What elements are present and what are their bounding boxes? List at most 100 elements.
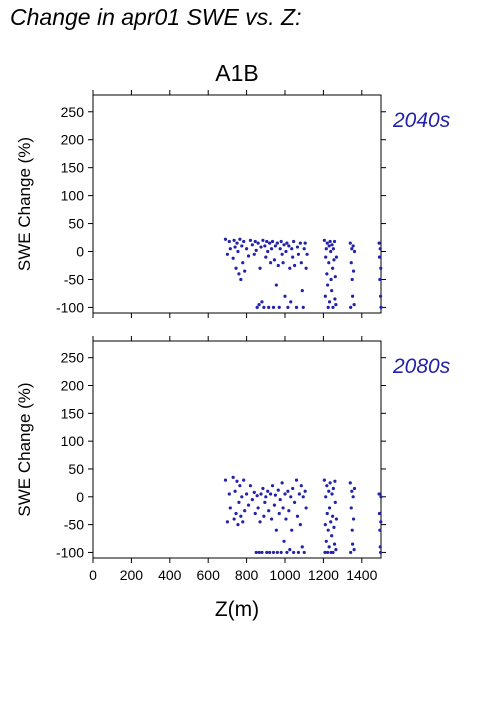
data-point [240, 495, 244, 499]
data-point [333, 275, 337, 279]
data-point [331, 514, 335, 518]
x-tick-label: 1000 [269, 567, 300, 583]
data-point [281, 506, 285, 510]
data-point [291, 255, 295, 259]
data-point [239, 277, 243, 282]
data-point [256, 241, 260, 245]
data-point [272, 258, 277, 262]
data-point [285, 241, 289, 245]
data-point [323, 550, 327, 555]
data-point [272, 503, 277, 507]
y-tick-label: 50 [68, 461, 84, 477]
data-point [242, 239, 246, 244]
data-point [327, 506, 332, 510]
data-point [303, 241, 307, 245]
data-point [268, 241, 272, 245]
data-point [377, 492, 381, 496]
data-point [264, 255, 268, 259]
y-tick-label: 150 [61, 160, 85, 176]
data-point [378, 545, 382, 549]
data-point [245, 247, 249, 251]
plot-frame [92, 94, 382, 314]
data-point [377, 255, 382, 259]
data-point [223, 237, 228, 241]
data-point [379, 266, 383, 270]
data-point [326, 550, 330, 555]
data-point [352, 249, 357, 254]
data-point [269, 261, 273, 265]
data-point [351, 495, 355, 499]
data-point [262, 514, 266, 518]
data-point [243, 509, 247, 513]
data-point [329, 249, 333, 254]
data-point [379, 305, 383, 310]
data-point [323, 523, 327, 527]
data-point [228, 506, 232, 510]
data-point [289, 495, 293, 499]
data-point [333, 297, 337, 301]
data-point [257, 303, 261, 307]
data-point [332, 542, 337, 546]
data-point [304, 506, 308, 510]
data-point [223, 478, 228, 482]
data-point [276, 488, 280, 492]
y-tick-label: -50 [64, 271, 84, 287]
y-tick-label: -100 [56, 299, 84, 315]
y-tick-label: 150 [61, 405, 85, 421]
data-point [331, 247, 335, 251]
data-point [293, 500, 297, 504]
data-point [330, 289, 334, 293]
data-point [323, 294, 327, 298]
data-point [271, 550, 276, 555]
data-point [301, 305, 305, 310]
data-point [253, 511, 257, 516]
data-point [326, 283, 330, 287]
data-point [245, 492, 249, 496]
data-point [235, 241, 239, 245]
data-point [286, 305, 290, 310]
data-point [300, 289, 304, 293]
data-point [296, 252, 301, 256]
data-point [269, 517, 274, 521]
data-point [250, 497, 254, 502]
data-point [330, 492, 334, 496]
y-tick-label: 0 [76, 489, 84, 505]
x-tick-label: 0 [89, 567, 97, 583]
data-point [302, 550, 306, 555]
data-point [246, 254, 251, 258]
data-point [334, 517, 339, 521]
data-point [232, 517, 236, 521]
y-tick-label: 0 [76, 244, 84, 260]
data-point [304, 266, 308, 270]
data-point [263, 500, 267, 504]
data-point [274, 528, 278, 532]
data-point [378, 528, 382, 532]
data-point [305, 252, 309, 256]
data-point [286, 489, 290, 493]
data-point [331, 486, 335, 491]
data-point [295, 514, 300, 518]
data-point [334, 255, 339, 259]
data-point [260, 300, 264, 304]
data-point [232, 238, 236, 242]
data-point [326, 528, 330, 532]
data-point [291, 486, 295, 491]
data-point [331, 550, 335, 555]
data-point [266, 249, 270, 254]
y-tick-label: 200 [61, 132, 85, 148]
x-tick-label: 1400 [346, 567, 377, 583]
data-point [297, 492, 301, 496]
data-point [325, 272, 329, 276]
data-point [330, 534, 334, 538]
data-point [259, 492, 263, 496]
data-point [269, 492, 273, 496]
data-point [234, 511, 238, 516]
data-point [238, 237, 242, 241]
data-point [350, 247, 354, 251]
data-point [351, 244, 355, 248]
data-point [324, 247, 328, 251]
data-point [267, 509, 271, 513]
data-point [301, 495, 305, 499]
data-point [379, 495, 383, 499]
x-tick-label: 800 [235, 567, 259, 583]
